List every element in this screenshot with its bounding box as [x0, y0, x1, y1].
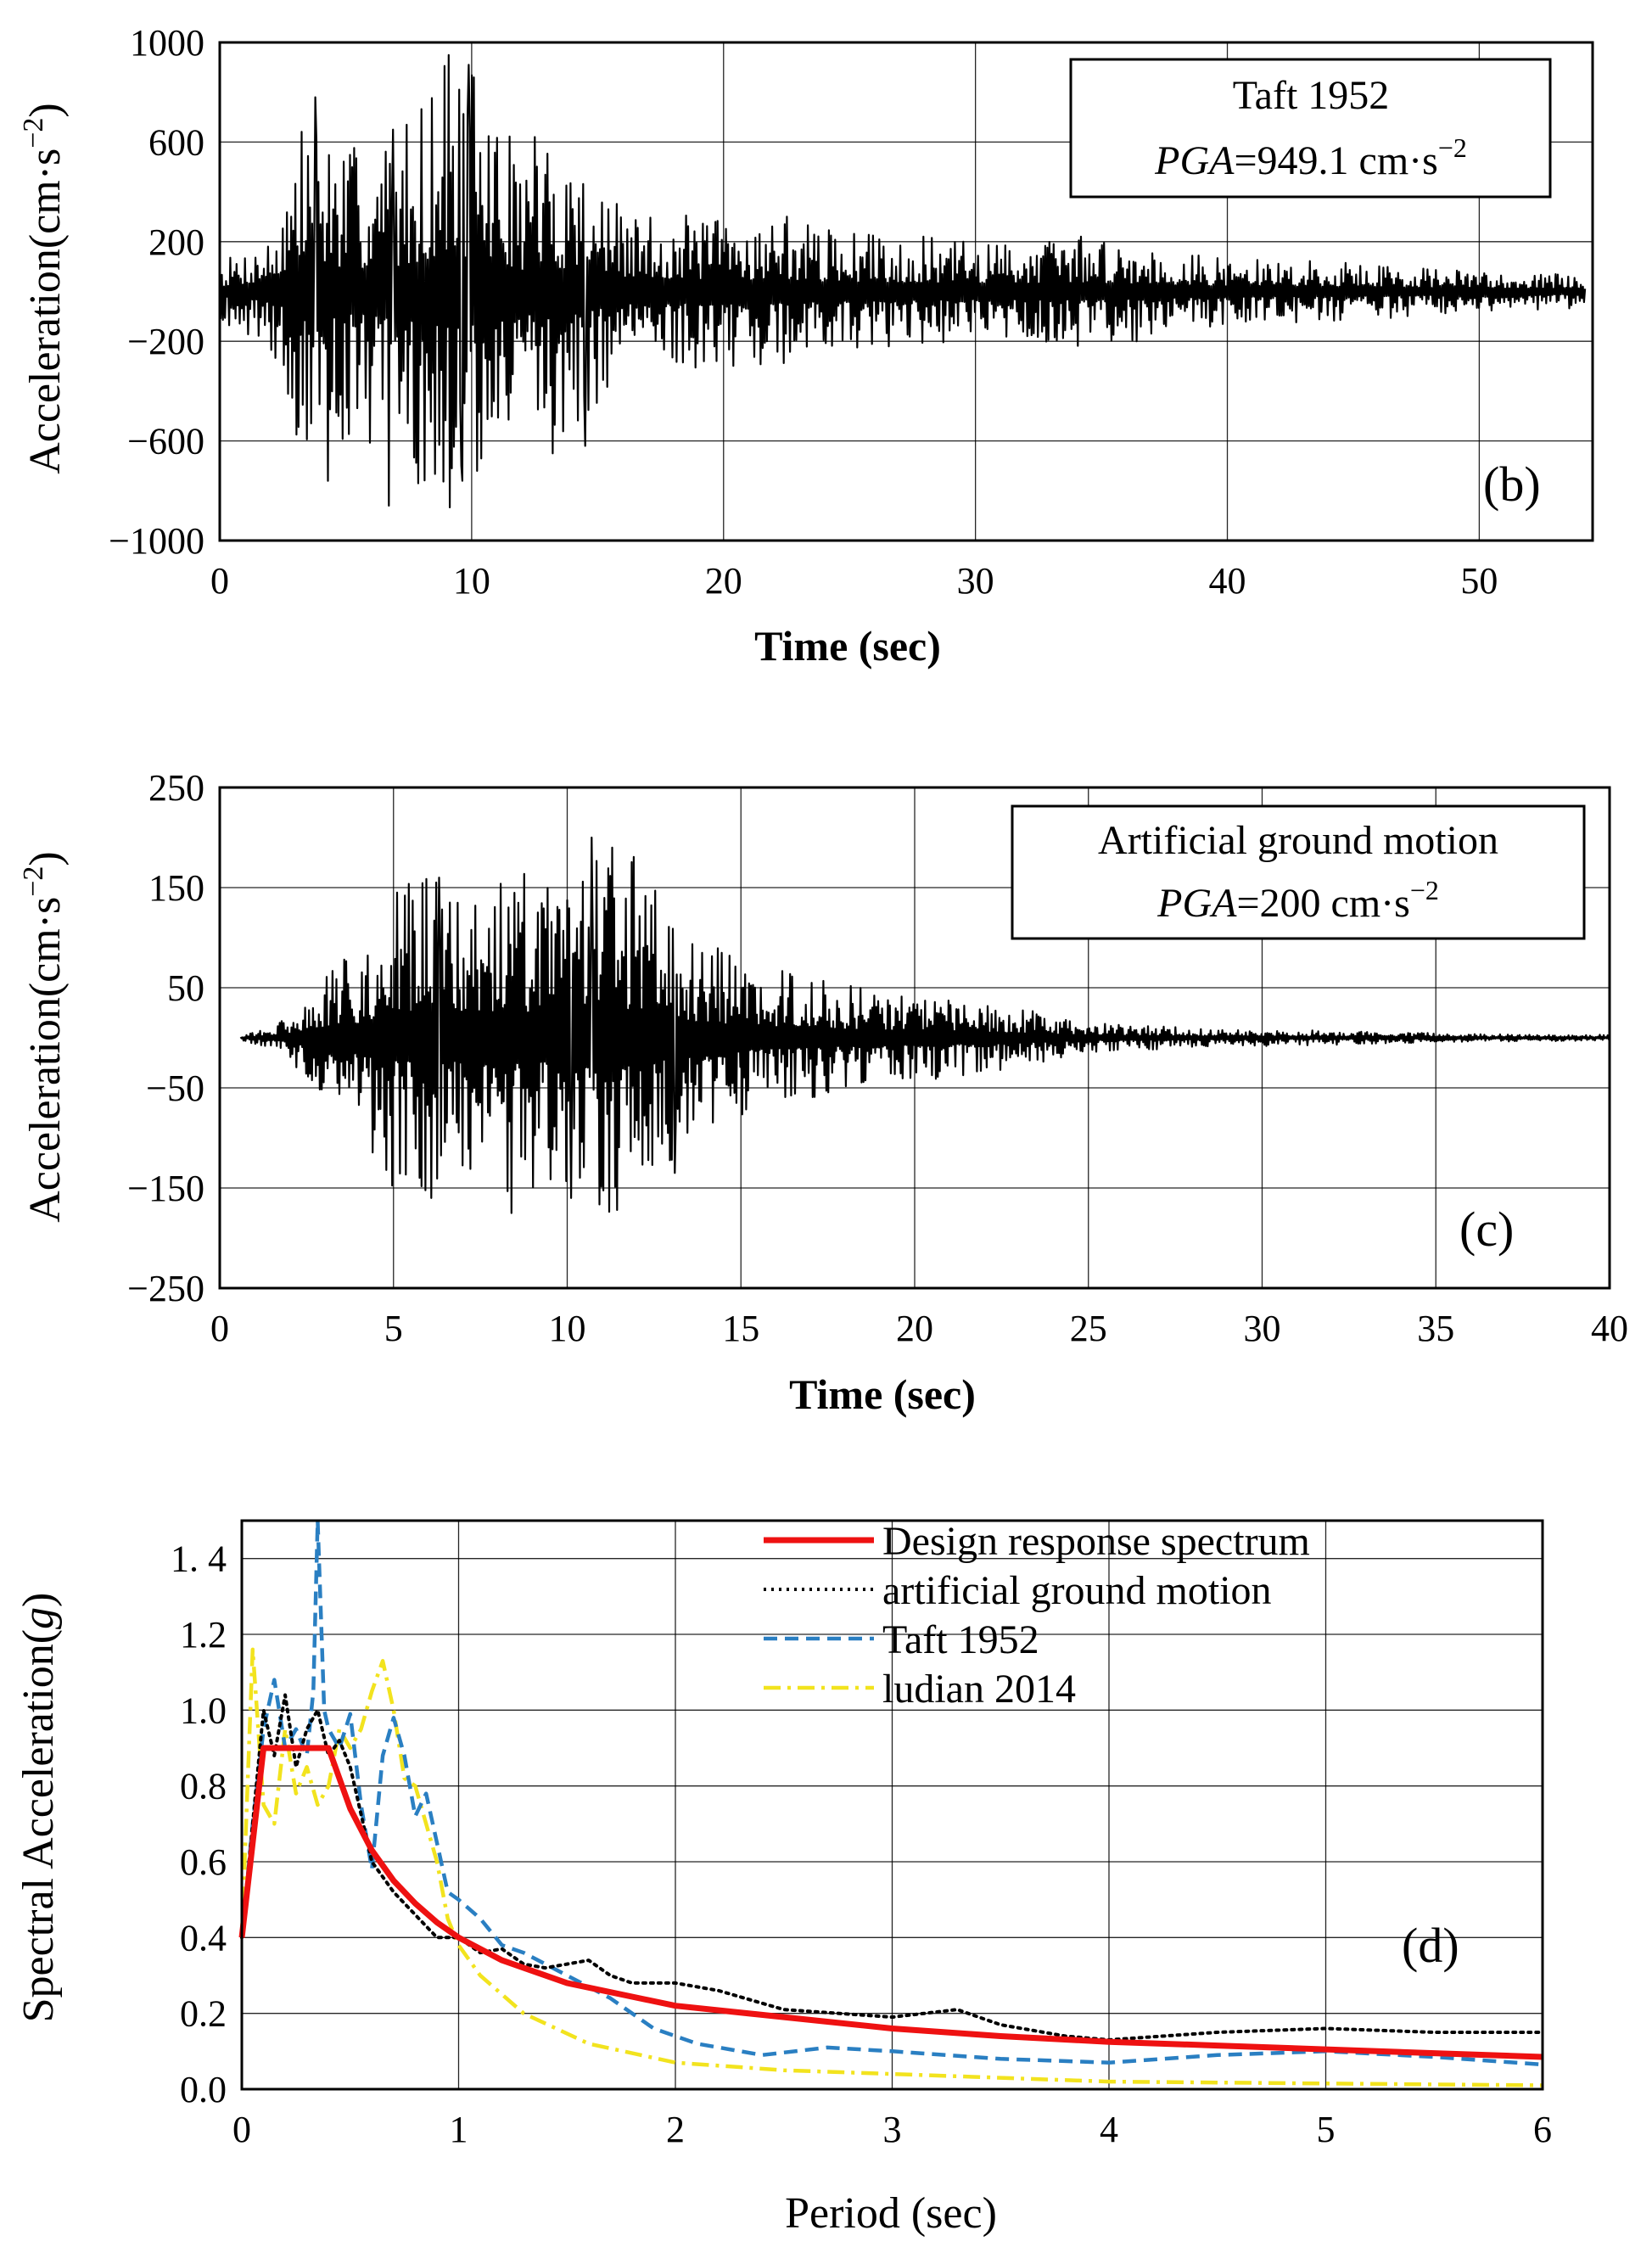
b-legend-title: Taft 1952	[1233, 73, 1390, 118]
b-y-tick-label: −200	[127, 321, 204, 362]
c-x-tick-label: 10	[549, 1308, 586, 1349]
b-x-tick-label: 0	[210, 560, 229, 602]
b-legend-box: Taft 1952 PGA=949.1 cm·s−2	[1069, 58, 1552, 199]
b-acceleration-trace	[218, 53, 1587, 508]
panel-d-response-spectra: 1. 4 1.2 1.0 0.8 0.6 0.4 0.2 0.0 0 1 2 3 4 5 6 Period…	[14, 1518, 1552, 2238]
d-x-tick-label: 1	[450, 2109, 468, 2150]
d-series-line-0	[238, 1745, 1543, 2060]
b-legend-pga: PGA=949.1 cm·s−2	[1154, 132, 1467, 183]
b-x-tick-label: 50	[1460, 560, 1498, 602]
d-panel-tag: (d)	[1402, 1918, 1459, 1973]
d-y-tick-label: 1.2	[180, 1614, 227, 1656]
b-x-tick-labels: 0 10 20 30 40 50	[210, 560, 1498, 602]
b-x-tick-label: 30	[957, 560, 994, 602]
c-y-tick-label: 150	[148, 867, 204, 909]
c-x-tick-label: 40	[1591, 1308, 1628, 1349]
b-panel-tag: (b)	[1483, 457, 1541, 512]
b-y-tick-label: 1000	[130, 22, 204, 64]
c-x-tick-label: 20	[896, 1308, 933, 1349]
c-y-tick-labels: 250 150 50 −50 −150 −250	[127, 767, 204, 1309]
d-legend-label: Design response spectrum	[882, 1519, 1310, 1564]
c-y-tick-label: 250	[148, 767, 204, 809]
panel-c-artificial: 250 150 50 −50 −150 −250 0 5 10 15 20 25 30 35 40 Tim…	[18, 767, 1628, 1418]
b-x-tick-label: 40	[1209, 560, 1246, 602]
b-y-tick-label: 200	[148, 221, 204, 263]
d-y-tick-label: 0.6	[180, 1841, 227, 1883]
b-plot-frame	[218, 41, 1594, 542]
panel-b-taft-1952: 1000 600 200 −200 −600 −1000 0 10 20 30 40 50 Time…	[18, 22, 1594, 670]
d-plot-frame	[240, 1519, 1544, 2091]
b-y-axis-label: Acceleration(cm·s−2)	[18, 103, 70, 474]
b-y-tick-label: −600	[127, 421, 204, 462]
c-series-line	[239, 836, 1611, 1214]
d-y-tick-label: 1. 4	[171, 1538, 227, 1580]
c-legend-box: Artificial ground motion PGA=200 cm·s−2	[1011, 804, 1586, 940]
d-y-tick-label: 0.2	[180, 1993, 227, 2035]
c-y-tick-label: 50	[167, 967, 204, 1009]
c-plot-frame	[218, 786, 1611, 1290]
b-series-line	[218, 53, 1587, 508]
c-acceleration-trace	[239, 836, 1611, 1214]
d-x-tick-label: 3	[883, 2109, 902, 2150]
d-spectra-series	[238, 1518, 1544, 2087]
d-y-tick-label: 1.0	[180, 1689, 227, 1731]
c-y-tick-label: −50	[146, 1067, 204, 1109]
d-y-tick-labels: 1. 4 1.2 1.0 0.8 0.6 0.4 0.2 0.0	[171, 1538, 227, 2110]
b-y-tick-labels: 1000 600 200 −200 −600 −1000	[109, 22, 204, 562]
c-y-axis-label: Acceleration(cm·s−2)	[18, 851, 70, 1223]
d-x-axis-label: Period (sec)	[785, 2189, 997, 2238]
d-legend-label: artificial ground motion	[882, 1568, 1272, 1613]
c-y-tick-label: −250	[127, 1268, 204, 1309]
c-x-tick-label: 0	[210, 1308, 229, 1349]
c-legend-pga: PGA=200 cm·s−2	[1156, 875, 1439, 926]
d-x-tick-label: 5	[1317, 2109, 1336, 2150]
d-x-tick-labels: 0 1 2 3 4 5 6	[232, 2109, 1552, 2150]
b-y-tick-label: −1000	[109, 520, 204, 562]
c-x-axis-label: Time (sec)	[789, 1370, 976, 1418]
b-x-tick-label: 10	[453, 560, 490, 602]
d-series-line-3	[239, 1647, 1543, 2087]
c-x-tick-label: 25	[1070, 1308, 1107, 1349]
d-legend-label: ludian 2014	[882, 1667, 1076, 1712]
d-x-tick-label: 2	[666, 2109, 685, 2150]
b-x-axis-label: Time (sec)	[754, 622, 941, 670]
c-x-tick-label: 30	[1244, 1308, 1281, 1349]
b-y-tick-label: 600	[148, 121, 204, 163]
c-x-tick-label: 5	[384, 1308, 403, 1349]
c-y-tick-label: −150	[127, 1168, 204, 1209]
b-x-tick-label: 20	[705, 560, 742, 602]
d-series-line-1	[240, 1693, 1544, 2042]
c-panel-tag: (c)	[1459, 1202, 1514, 1257]
c-x-tick-label: 35	[1417, 1308, 1454, 1349]
d-legend-label: Taft 1952	[882, 1617, 1039, 1662]
c-x-tick-labels: 0 5 10 15 20 25 30 35 40	[210, 1308, 1628, 1349]
d-x-tick-label: 0	[232, 2109, 251, 2150]
c-x-tick-label: 15	[722, 1308, 759, 1349]
d-x-tick-label: 6	[1533, 2109, 1552, 2150]
d-y-tick-label: 0.8	[180, 1766, 227, 1807]
d-y-tick-label: 0.0	[180, 2069, 227, 2110]
d-series-line-2	[239, 1518, 1543, 2067]
d-x-tick-label: 4	[1100, 2109, 1118, 2150]
c-legend-title: Artificial ground motion	[1098, 818, 1498, 863]
d-y-tick-label: 0.4	[180, 1917, 227, 1958]
d-y-axis-label: Spectral Acceleration(g)	[14, 1593, 63, 2023]
